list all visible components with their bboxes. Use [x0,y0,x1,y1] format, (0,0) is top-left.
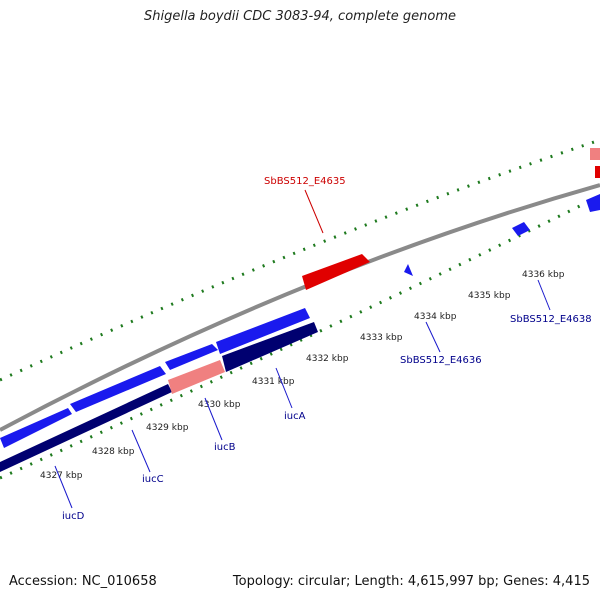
outer-tick-ring [0,138,600,382]
leader-line [131,429,151,473]
leader-line [425,321,441,353]
gene-arrow-forward[interactable] [0,408,72,448]
gene-arrow-forward[interactable] [216,308,310,354]
gene-arrow-reverse[interactable] [590,148,600,160]
cds-band-light [168,360,225,394]
gene-label-sbbs512-e4636[interactable]: SbBS512_E4636 [400,355,482,366]
gene-arrow-reverse[interactable] [595,166,600,178]
gene-arrow-forward[interactable] [165,344,218,370]
tick-label: 4336 kbp [522,270,565,280]
leader-line [275,367,293,409]
tick-label: 4327 kbp [40,471,83,481]
gene-label-iucB[interactable]: iucB [214,442,236,453]
gene-label-iucC[interactable]: iucC [142,474,164,485]
gene-label-iucD[interactable]: iucD [62,511,85,522]
accession-label: Accession: NC_010658 [9,574,157,589]
cds-band [222,322,318,372]
gene-arrow-forward[interactable] [70,366,166,412]
gene-arrow-forward[interactable] [404,264,413,276]
gene-arrow-forward[interactable] [512,222,530,236]
gene-label-sbbs512-e4638[interactable]: SbBS512_E4638 [510,314,592,325]
gene-arrow-forward[interactable] [586,194,600,212]
tick-label: 4330 kbp [198,400,241,410]
genome-summary: Topology: circular; Length: 4,615,997 bp… [232,574,590,589]
leader-line [204,397,223,441]
tick-label: 4329 kbp [146,423,189,433]
genome-backbone [0,183,600,432]
tick-label: 4332 kbp [306,354,349,364]
tick-label: 4335 kbp [468,291,511,301]
tick-label: 4331 kbp [252,377,295,387]
tick-label: 4334 kbp [414,312,457,322]
gene-arrow-reverse[interactable] [302,254,370,290]
tick-label: 4328 kbp [92,447,135,457]
tick-label: 4333 kbp [360,333,403,343]
cds-band [0,384,172,472]
gene-label-sbbs512-e4635[interactable]: SbBS512_E4635 [264,176,346,187]
leader-line [54,465,73,509]
inner-tick-ring [0,194,600,480]
leader-line [304,189,324,234]
leader-line [537,279,551,311]
map-title: Shigella boydii CDC 3083-94, complete ge… [143,9,457,24]
gene-label-iucA[interactable]: iucA [284,411,306,422]
